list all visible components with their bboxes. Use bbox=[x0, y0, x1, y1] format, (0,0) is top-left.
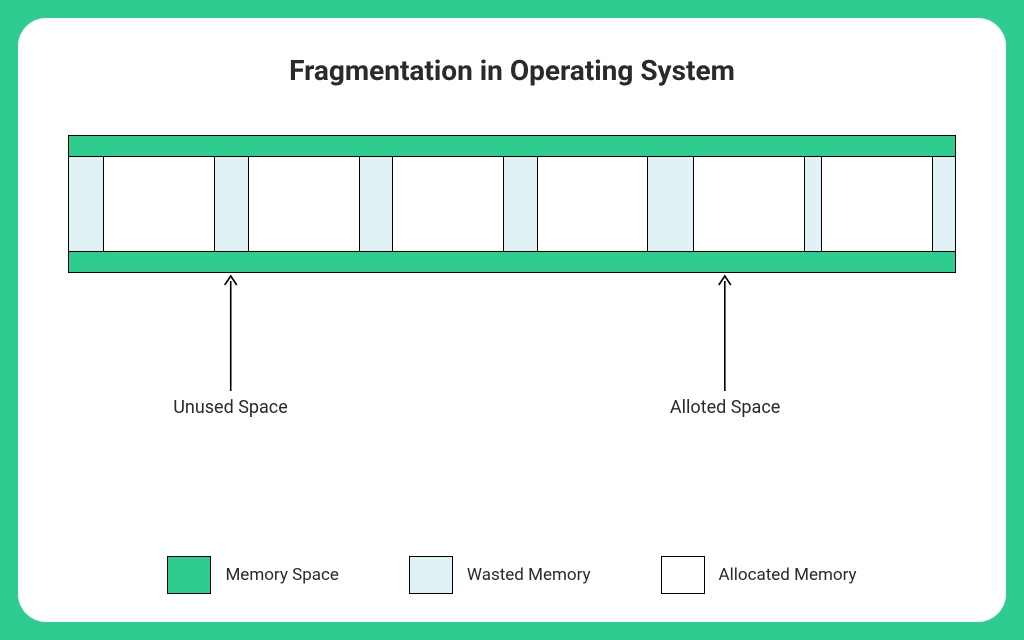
legend-swatch bbox=[167, 556, 211, 594]
legend-item: Memory Space bbox=[167, 556, 338, 594]
memory-row bbox=[68, 157, 956, 251]
card: Fragmentation in Operating System Unused… bbox=[18, 18, 1006, 622]
legend-item: Wasted Memory bbox=[409, 556, 591, 594]
legend-label: Memory Space bbox=[225, 565, 338, 585]
legend: Memory Space Wasted Memory Allocated Memor… bbox=[18, 556, 1006, 594]
allocated-block bbox=[104, 157, 215, 251]
wasted-block bbox=[933, 157, 955, 251]
wasted-block bbox=[805, 157, 822, 251]
callout-label: Alloted Space bbox=[670, 397, 780, 418]
arrow-callouts: Unused Space Alloted Space bbox=[68, 273, 956, 433]
wasted-block bbox=[504, 157, 538, 251]
arrow-up-icon bbox=[221, 273, 239, 391]
allocated-block bbox=[249, 157, 360, 251]
wasted-block bbox=[360, 157, 394, 251]
memory-space-bottom-strip bbox=[68, 251, 956, 273]
allocated-block bbox=[538, 157, 649, 251]
arrow-up-icon bbox=[716, 273, 734, 391]
memory-diagram: Unused Space Alloted Space bbox=[68, 135, 956, 433]
wasted-block bbox=[648, 157, 694, 251]
legend-label: Wasted Memory bbox=[467, 565, 591, 585]
legend-label: Allocated Memory bbox=[719, 565, 857, 585]
memory-space-top-strip bbox=[68, 135, 956, 157]
page-title: Fragmentation in Operating System bbox=[68, 54, 956, 87]
legend-item: Allocated Memory bbox=[661, 556, 857, 594]
wasted-block bbox=[69, 157, 104, 251]
legend-swatch bbox=[409, 556, 453, 594]
allocated-block bbox=[694, 157, 805, 251]
callout-arrow: Alloted Space bbox=[670, 273, 780, 418]
callout-label: Unused Space bbox=[173, 397, 288, 418]
allocated-block bbox=[393, 157, 504, 251]
callout-arrow: Unused Space bbox=[173, 273, 288, 418]
legend-swatch bbox=[661, 556, 705, 594]
wasted-block bbox=[215, 157, 249, 251]
outer-frame: Fragmentation in Operating System Unused… bbox=[0, 0, 1024, 640]
allocated-block bbox=[822, 157, 933, 251]
